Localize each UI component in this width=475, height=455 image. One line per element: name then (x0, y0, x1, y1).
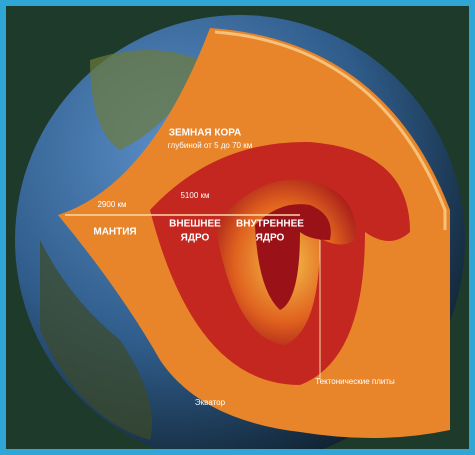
outer-core-label: ВНЕШНЕЕ (169, 219, 221, 230)
illustration (15, 15, 465, 449)
inner-core-label: ВНУТРЕННЕЕ (236, 219, 304, 230)
equator-label: Экватор (195, 398, 226, 407)
crust-depth: глубиной от 5 до 70 км (168, 141, 252, 150)
inner-core-label: ЯДРО (256, 233, 285, 244)
mantle-label: МАНТИЯ (93, 227, 136, 238)
plates-label: Тектонические плиты (315, 377, 395, 386)
continent (40, 240, 152, 440)
depth-label: 2900 км (97, 200, 126, 209)
depth-label: 5100 км (180, 191, 209, 200)
inner-core-center (255, 204, 331, 310)
outer-core-label: ЯДРО (181, 233, 210, 244)
crust-edge (214, 30, 447, 230)
crust-label: ЗЕМНАЯ КОРА (169, 128, 242, 139)
continent (90, 50, 200, 150)
